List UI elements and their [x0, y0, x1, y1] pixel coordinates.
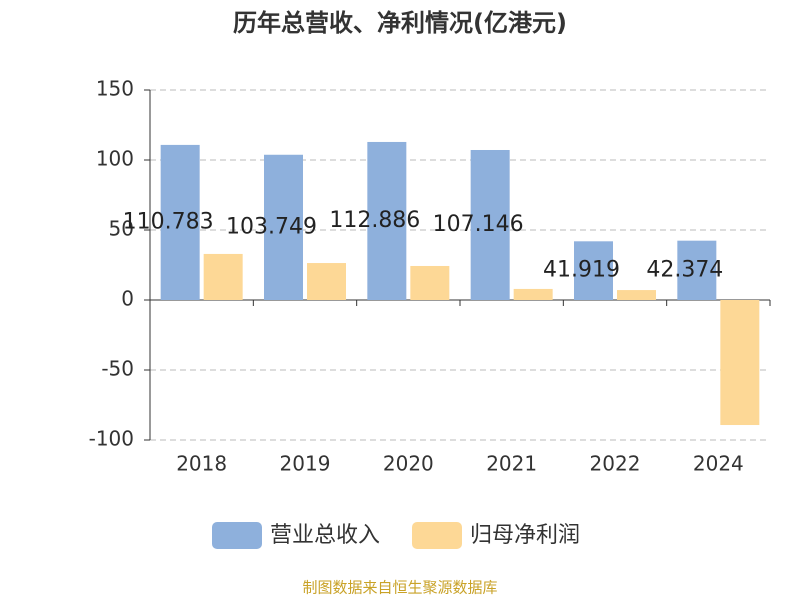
source-note: 制图数据来自恒生聚源数据库 [302, 579, 497, 597]
data-label: 112.886 [329, 208, 420, 233]
bar [574, 241, 613, 300]
x-tick-label: 2024 [693, 452, 744, 476]
data-label: 107.146 [433, 212, 524, 237]
x-tick-label: 2020 [383, 452, 434, 476]
legend-label: 营业总收入 [270, 523, 380, 548]
legend-swatch [412, 522, 462, 549]
data-label: 110.783 [123, 209, 214, 234]
y-tick-label: -100 [89, 427, 134, 451]
data-label: 103.749 [226, 214, 317, 239]
bar [264, 154, 303, 300]
y-tick-label: 0 [121, 287, 134, 311]
data-label: 42.374 [646, 257, 723, 282]
bar [470, 149, 510, 300]
bar [367, 141, 407, 300]
x-tick-label: 2018 [176, 452, 227, 476]
bar [677, 240, 717, 300]
bar [307, 263, 346, 300]
data-label: 41.919 [543, 258, 620, 283]
x-tick-label: 2022 [590, 452, 641, 476]
x-tick-label: 2021 [486, 452, 537, 476]
bar [513, 288, 553, 300]
y-tick-label: 50 [109, 217, 134, 241]
y-tick-label: 150 [96, 77, 134, 101]
legend-label: 归母净利润 [470, 523, 580, 548]
chart-title: 历年总营收、净利情况(亿港元) [233, 9, 567, 37]
bar [160, 144, 200, 300]
y-tick-label: 100 [96, 147, 134, 171]
x-tick-label: 2019 [280, 452, 331, 476]
y-tick-label: -50 [101, 357, 134, 381]
legend-swatch [212, 522, 262, 549]
bar [410, 265, 450, 300]
bar [203, 253, 243, 300]
bar [617, 290, 656, 300]
bar [720, 300, 760, 426]
